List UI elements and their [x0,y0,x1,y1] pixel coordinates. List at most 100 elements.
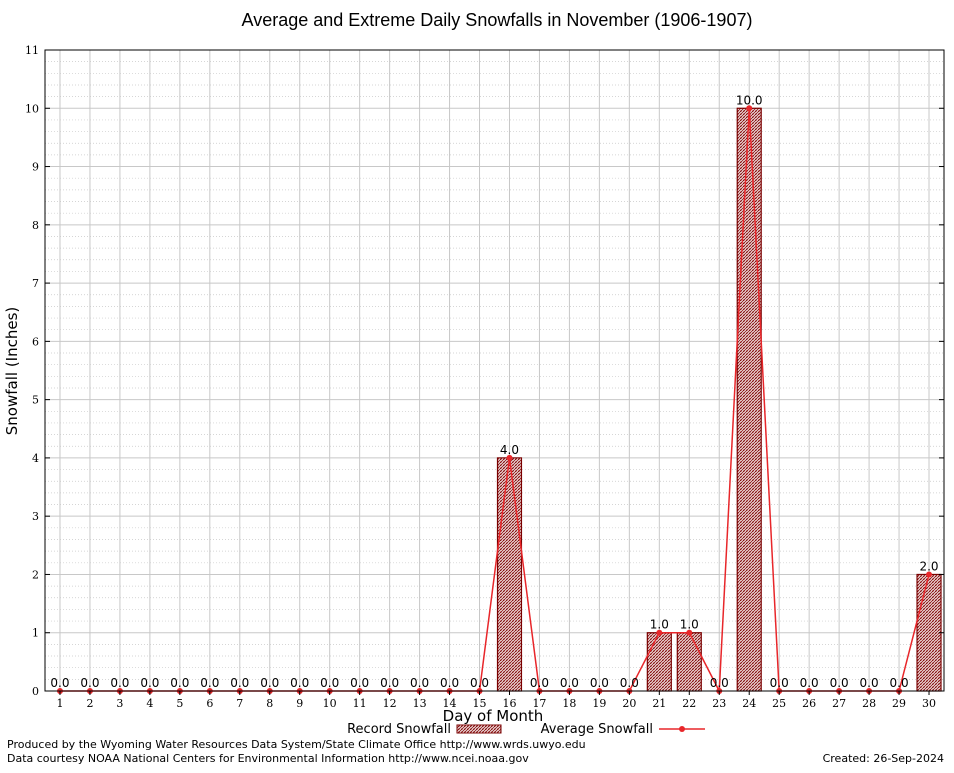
y-axis-label: Snowfall (Inches) [3,307,21,435]
x-tick-label: 25 [772,697,786,710]
data-label: 0.0 [110,676,129,690]
data-label: 0.0 [260,676,279,690]
x-tick-label: 3 [116,697,123,710]
chart-title: Average and Extreme Daily Snowfalls in N… [242,10,753,30]
data-label: 0.0 [290,676,309,690]
x-tick-label: 1 [56,697,63,710]
record-snowfall-bar [916,573,942,692]
y-tick-label: 8 [32,219,39,232]
data-label: 0.0 [350,676,369,690]
x-tick-label: 9 [296,697,303,710]
data-label: 0.0 [50,676,69,690]
x-tick-label: 8 [266,697,273,710]
data-label: 2.0 [919,559,938,573]
data-label: 0.0 [140,676,159,690]
data-label: 0.0 [380,676,399,690]
x-tick-label: 4 [146,697,153,710]
x-tick-label: 6 [206,697,213,710]
data-label: 0.0 [890,676,909,690]
average-snowfall-point [686,629,693,636]
data-label: 0.0 [560,676,579,690]
average-snowfall-point [506,454,513,461]
x-tick-label: 28 [862,697,876,710]
x-tick-label: 15 [473,697,487,710]
x-tick-label: 7 [236,697,243,710]
data-label: 0.0 [440,676,459,690]
x-tick-label: 10 [323,697,337,710]
legend-label-record-snowfall: Record Snowfall [347,722,451,737]
bar-layer [496,107,942,692]
data-label: 0.0 [80,676,99,690]
footer-producer: Produced by the Wyoming Water Resources … [7,738,586,751]
x-tick-label: 12 [383,697,397,710]
data-label: 0.0 [320,676,339,690]
x-tick-label: 11 [353,697,367,710]
y-tick-label: 4 [32,452,39,465]
footer-created: Created: 26-Sep-2024 [823,752,944,765]
y-tick-label: 0 [32,685,39,698]
data-label: 0.0 [710,676,729,690]
data-label: 0.0 [590,676,609,690]
y-tick-label: 3 [32,510,39,523]
y-tick-label: 6 [32,335,39,348]
data-label: 0.0 [200,676,219,690]
y-tick-label: 7 [32,277,39,290]
x-tick-label: 18 [562,697,576,710]
x-tick-label: 24 [742,697,756,710]
y-tick-label: 1 [32,627,39,640]
x-tick-label: 13 [413,697,427,710]
record-snowfall-bar [736,107,762,692]
y-tick-label: 11 [25,44,39,57]
y-tick-label: 5 [32,394,39,407]
data-label: 0.0 [530,676,549,690]
legend-swatch-record-snowfall [456,724,502,734]
x-tick-label: 22 [682,697,696,710]
data-label: 4.0 [500,443,519,457]
plot-border [44,49,945,692]
x-tick-label: 16 [502,697,516,710]
x-tick-label: 26 [802,697,816,710]
data-label: 0.0 [620,676,639,690]
legend: Record Snowfall Average Snowfall [347,722,705,737]
x-tick-label: 20 [622,697,636,710]
legend-marker-average-snowfall [679,726,685,732]
x-tick-label: 17 [532,697,546,710]
legend-label-average-snowfall: Average Snowfall [541,722,653,737]
x-tick-label: 27 [832,697,846,710]
record-snowfall-bar [676,632,702,692]
data-label: 0.0 [410,676,429,690]
average-snowfall-point [926,571,933,578]
x-tick-label: 5 [176,697,183,710]
x-tick-label: 23 [712,697,726,710]
x-axis-label: Day of Month [443,707,544,725]
x-tick-label: 21 [652,697,666,710]
data-label-layer: 0.0 0.0 0.0 0.0 0.0 0.0 0.0 0.0 0.0 0.0 0.0 0.0 0.0 0… [50,93,938,690]
data-label: 0.0 [230,676,249,690]
data-label: 1.0 [680,618,699,632]
x-tick-label: 29 [892,697,906,710]
y-tick-label: 9 [32,161,39,174]
footer-source: Data courtesy NOAA National Centers for … [7,752,529,765]
data-label: 0.0 [860,676,879,690]
data-label: 0.0 [830,676,849,690]
record-snowfall-bar [646,632,672,692]
y-tick-label: 2 [32,568,39,581]
data-label: 0.0 [170,676,189,690]
data-label: 1.0 [650,618,669,632]
y-tick-label: 10 [25,102,39,115]
x-tick-label: 2 [86,697,93,710]
record-snowfall-bar [496,457,523,692]
grid-layer [45,50,944,691]
data-label: 0.0 [800,676,819,690]
data-label: 0.0 [470,676,489,690]
average-snowfall-point [746,105,753,112]
data-label: 10.0 [736,93,763,107]
x-tick-label: 19 [592,697,606,710]
data-label: 0.0 [770,676,789,690]
x-tick-label: 14 [443,697,457,710]
x-tick-label: 30 [922,697,936,710]
